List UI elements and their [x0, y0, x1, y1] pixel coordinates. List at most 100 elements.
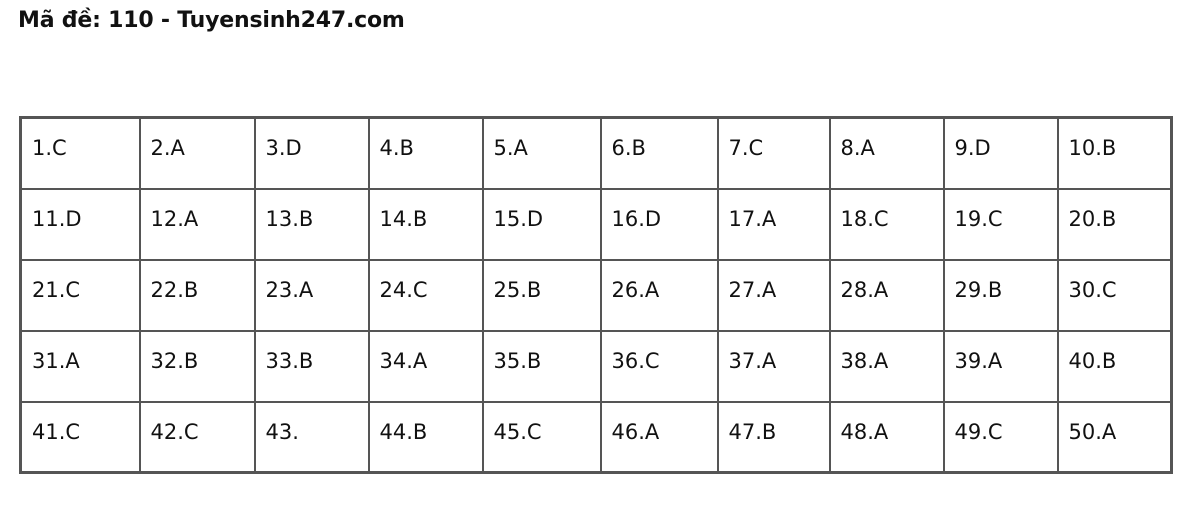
answer-cell: 22.B — [138, 258, 256, 332]
answer-cell: 41.C — [19, 400, 141, 474]
table-row: 31.A 32.B 33.B 34.A 35.B 36.C 37.A 38.A 39.A 40.B — [19, 329, 1173, 403]
answer-cell: 33.B — [253, 329, 370, 403]
answer-text: 5.A — [493, 136, 528, 160]
answer-cell: 8.A — [828, 116, 945, 190]
answer-text: 6.B — [611, 136, 646, 160]
answer-text: 22.B — [150, 277, 199, 302]
answer-text: 2.A — [150, 136, 185, 160]
answer-text: 15.D — [493, 206, 544, 231]
answer-text: 35.B — [493, 348, 542, 373]
answer-text: 17.A — [728, 206, 777, 231]
answer-text: 41.C — [32, 419, 81, 444]
answer-text: 12.A — [150, 206, 199, 231]
answer-cell: 20.B — [1056, 187, 1173, 261]
answer-cell: 36.C — [599, 329, 719, 403]
answer-cell: 34.A — [367, 329, 484, 403]
answer-cell: 44.B — [367, 400, 484, 474]
answer-text: 28.A — [840, 277, 889, 302]
answer-text: 42.C — [150, 419, 199, 444]
answer-cell: 26.A — [599, 258, 719, 332]
table-row: 41.C 42.C 43. 44.B 45.C 46.A 47.B 48.A 49.C 50.A — [19, 400, 1173, 474]
answer-text: 8.A — [840, 136, 875, 160]
answer-cell: 6.B — [599, 116, 719, 190]
answer-cell: 30.C — [1056, 258, 1173, 332]
answer-cell: 3.D — [253, 116, 370, 190]
answer-cell: 38.A — [828, 329, 945, 403]
answer-cell: 25.B — [481, 258, 602, 332]
answer-text: 10.B — [1068, 136, 1117, 160]
answer-text: 3.D — [265, 136, 302, 160]
answer-cell: 9.D — [942, 116, 1059, 190]
table-row: 21.C 22.B 23.A 24.C 25.B 26.A 27.A 28.A 29.B 30.C — [19, 258, 1173, 332]
answer-cell: 11.D — [19, 187, 141, 261]
answer-cell: 24.C — [367, 258, 484, 332]
answer-text: 19.C — [954, 206, 1003, 231]
answer-text: 33.B — [265, 348, 314, 373]
answer-text: 4.B — [379, 136, 414, 160]
answer-text: 45.C — [493, 419, 542, 444]
answer-cell: 19.C — [942, 187, 1059, 261]
table-row: 11.D 12.A 13.B 14.B 15.D 16.D 17.A 18.C 19.C 20.B — [19, 187, 1173, 261]
answer-cell: 1.C — [19, 116, 141, 190]
answer-cell: 42.C — [138, 400, 256, 474]
answer-text: 32.B — [150, 348, 199, 373]
answer-text: 40.B — [1068, 348, 1117, 373]
answer-cell: 29.B — [942, 258, 1059, 332]
answer-cell: 48.A — [828, 400, 945, 474]
answer-text: 38.A — [840, 348, 889, 373]
answer-cell: 7.C — [716, 116, 831, 190]
answer-cell: 14.B — [367, 187, 484, 261]
answer-cell: 4.B — [367, 116, 484, 190]
answer-text: 43. — [265, 419, 299, 444]
answer-cell: 23.A — [253, 258, 370, 332]
answer-text: 21.C — [32, 277, 81, 302]
answer-cell: 50.A — [1056, 400, 1173, 474]
answer-cell: 40.B — [1056, 329, 1173, 403]
answer-text: 27.A — [728, 277, 777, 302]
answer-text: 37.A — [728, 348, 777, 373]
answer-text: 36.C — [611, 348, 660, 373]
answer-text: 25.B — [493, 277, 542, 302]
answer-text: 14.B — [379, 206, 428, 231]
answer-table: 1.C 2.A 3.D 4.B 5.A 6.B 7.C 8.A 9.D 10.B 11.D 12.A 1… — [19, 116, 1173, 474]
answer-text: 23.A — [265, 277, 314, 302]
answer-cell: 28.A — [828, 258, 945, 332]
answer-cell: 27.A — [716, 258, 831, 332]
answer-text: 13.B — [265, 206, 314, 231]
answer-text: 24.C — [379, 277, 428, 302]
answer-text: 48.A — [840, 419, 889, 444]
answer-text: 7.C — [728, 136, 764, 160]
answer-cell: 12.A — [138, 187, 256, 261]
answer-cell: 2.A — [138, 116, 256, 190]
answer-text: 11.D — [32, 206, 82, 231]
answer-text: 46.A — [611, 419, 660, 444]
answer-text: 44.B — [379, 419, 428, 444]
answer-cell: 15.D — [481, 187, 602, 261]
answer-cell: 45.C — [481, 400, 602, 474]
answer-cell: 39.A — [942, 329, 1059, 403]
answer-text: 18.C — [840, 206, 889, 231]
answer-text: 29.B — [954, 277, 1003, 302]
answer-cell: 35.B — [481, 329, 602, 403]
answer-cell: 49.C — [942, 400, 1059, 474]
answer-text: 20.B — [1068, 206, 1117, 231]
table-row: 1.C 2.A 3.D 4.B 5.A 6.B 7.C 8.A 9.D 10.B — [19, 116, 1173, 190]
answer-cell: 13.B — [253, 187, 370, 261]
answer-text: 39.A — [954, 348, 1003, 373]
answer-cell: 31.A — [19, 329, 141, 403]
answer-text: 16.D — [611, 206, 662, 231]
answer-cell: 47.B — [716, 400, 831, 474]
answer-cell: 18.C — [828, 187, 945, 261]
answer-cell: 37.A — [716, 329, 831, 403]
page-title: Mã đề: 110 - Tuyensinh247.com — [18, 8, 405, 33]
answer-cell: 32.B — [138, 329, 256, 403]
answer-text: 30.C — [1068, 277, 1117, 302]
answer-text: 49.C — [954, 419, 1003, 444]
answer-cell: 21.C — [19, 258, 141, 332]
answer-text: 26.A — [611, 277, 660, 302]
answer-cell: 46.A — [599, 400, 719, 474]
answer-cell: 17.A — [716, 187, 831, 261]
answer-cell: 5.A — [481, 116, 602, 190]
answer-text: 50.A — [1068, 419, 1117, 444]
answer-text: 1.C — [32, 136, 67, 160]
